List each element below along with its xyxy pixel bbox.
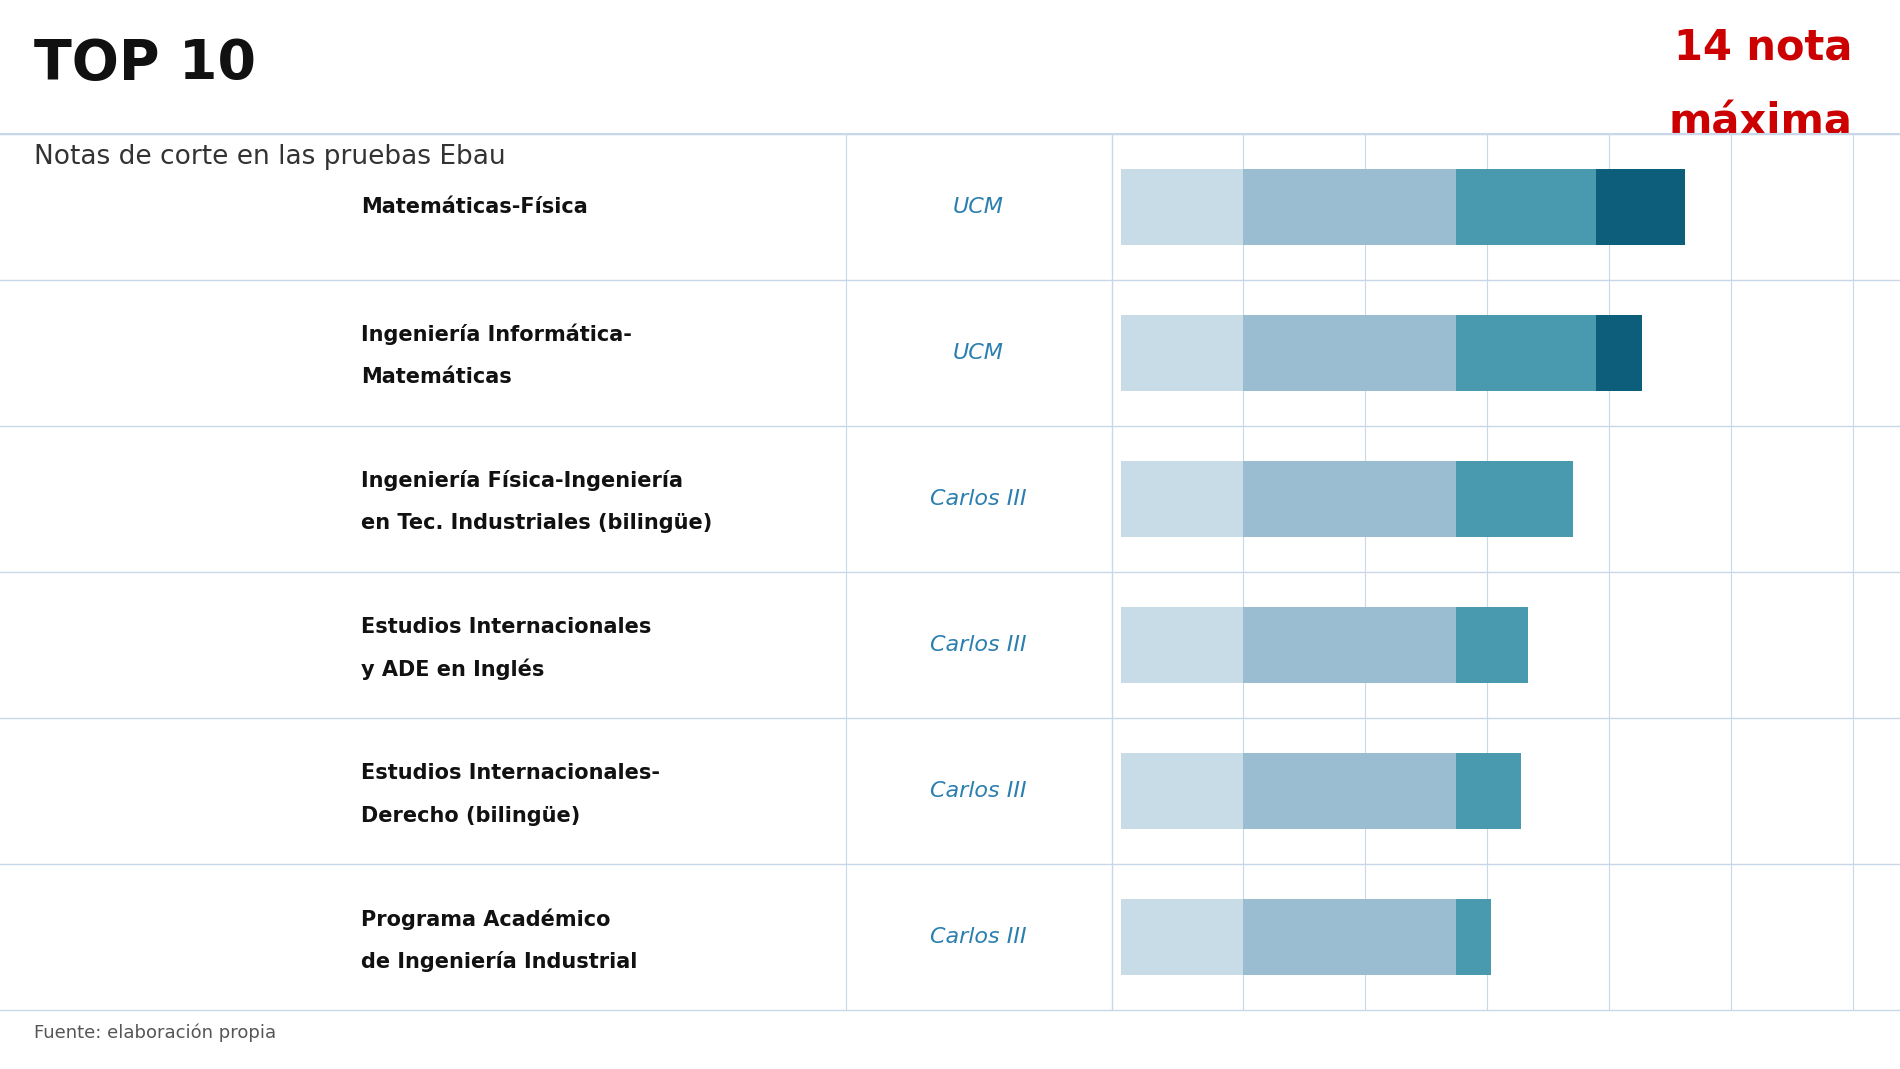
Text: TOP 10: TOP 10 — [34, 37, 256, 92]
Text: 13,456: 13,456 — [1393, 777, 1505, 805]
Text: Notas de corte en las pruebas Ebau: Notas de corte en las pruebas Ebau — [34, 144, 505, 170]
Text: máxima: máxima — [1668, 102, 1852, 143]
Text: en Tec. Industriales (bilingüe): en Tec. Industriales (bilingüe) — [361, 513, 712, 533]
Text: 13,468: 13,468 — [1400, 631, 1512, 659]
Text: Carlos III: Carlos III — [931, 635, 1026, 655]
Text: Matemáticas-Física: Matemáticas-Física — [361, 197, 587, 217]
Text: 13,725: 13,725 — [1558, 192, 1670, 220]
Text: 13,541: 13,541 — [1446, 485, 1558, 513]
Text: Carlos III: Carlos III — [931, 927, 1026, 947]
Text: de Ingeniería Industrial: de Ingeniería Industrial — [361, 951, 636, 972]
Text: Matemáticas: Matemáticas — [361, 368, 511, 387]
Text: Programa Académico: Programa Académico — [361, 909, 610, 930]
Text: UCM: UCM — [954, 197, 1003, 217]
Text: Carlos III: Carlos III — [931, 781, 1026, 801]
Text: 14 nota: 14 nota — [1674, 27, 1852, 68]
Text: Ingeniería Física-Ingeniería: Ingeniería Física-Ingeniería — [361, 470, 682, 491]
Text: Carlos III: Carlos III — [931, 489, 1026, 509]
Text: 13,407: 13,407 — [1362, 924, 1476, 951]
Text: Fuente: elaboración propia: Fuente: elaboración propia — [34, 1024, 276, 1042]
Text: y ADE en Inglés: y ADE en Inglés — [361, 659, 545, 680]
Text: Estudios Internacionales-: Estudios Internacionales- — [361, 763, 659, 783]
Text: Derecho (bilingüe): Derecho (bilingüe) — [361, 806, 580, 825]
Text: Estudios Internacionales: Estudios Internacionales — [361, 617, 652, 637]
Text: 13,655: 13,655 — [1514, 339, 1626, 367]
Text: Ingeniería Informática-: Ingeniería Informática- — [361, 324, 633, 345]
Text: UCM: UCM — [954, 343, 1003, 362]
